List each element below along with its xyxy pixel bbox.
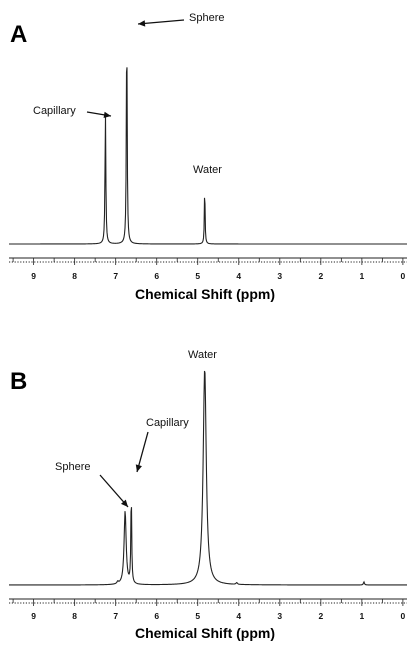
panel-a-x-axis-title: Chemical Shift (ppm) [135,286,275,302]
panel-b-letter: B [10,368,27,395]
capillary-peak-label: Capillary [33,105,76,117]
panel-a-letter: A [10,21,27,48]
sphere-peak-label: Sphere [55,461,90,473]
x-tick-label: 5 [195,271,200,281]
x-tick-label: 9 [31,611,36,621]
x-tick-label: 0 [401,611,406,621]
capillary-arrowhead [103,111,111,119]
x-tick-label: 1 [359,611,364,621]
sphere-arrow [137,19,185,25]
x-tick-label: 3 [277,271,282,281]
water-peak-label: Water [193,164,222,176]
sphere-arrowhead [138,20,146,27]
sphere-peak-label: Sphere [189,12,224,24]
panel-a: A 9 8 7 6 5 4 3 2 1 0 Chemical Shift (ppm) Capill… [9,12,407,302]
x-tick-label: 7 [113,271,118,281]
x-tick-label: 2 [318,611,323,621]
panel-b-x-axis-title: Chemical Shift (ppm) [135,625,275,641]
spectrum-trace [9,67,407,245]
x-tick-label: 3 [277,611,282,621]
x-tick-label: 4 [236,611,241,621]
x-tick-label: 8 [72,611,77,621]
spectrum-trace [9,370,407,586]
x-tick-label: 6 [154,611,159,621]
panel-b-marks: 9 8 7 6 5 4 3 2 1 0 [9,370,407,621]
x-tick-label: 1 [359,271,364,281]
water-peak-label: Water [188,349,217,361]
x-tick-label: 4 [236,271,241,281]
sphere-arrowhead [120,499,128,507]
capillary-peak-label: Capillary [146,417,189,429]
x-tick-label: 2 [318,271,323,281]
capillary-arrowhead [135,464,142,472]
x-tick-label: 6 [154,271,159,281]
x-tick-label: 8 [72,271,77,281]
x-tick-label: 0 [401,271,406,281]
x-tick-label: 7 [113,611,118,621]
panel-b: B 9 8 7 6 5 4 3 2 1 0 Chemical Shift (ppm) Sphere… [9,349,407,641]
x-tick-label: 5 [195,611,200,621]
sphere-arrow [99,474,129,508]
panel-a-marks: 9 8 7 6 5 4 3 2 1 0 [9,67,407,281]
x-tick-label: 9 [31,271,36,281]
